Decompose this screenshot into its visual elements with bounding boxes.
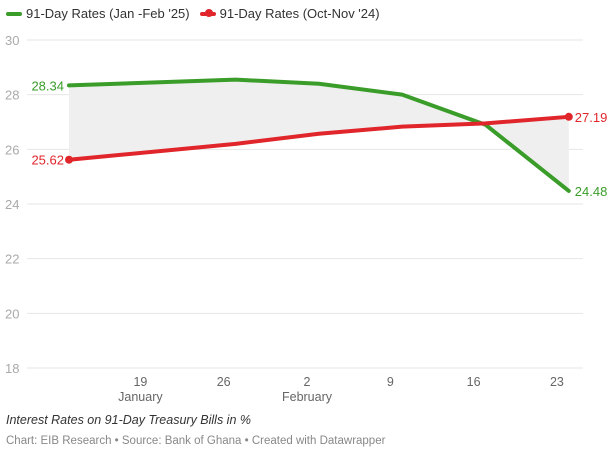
- first-value-label: 25.62: [31, 153, 64, 168]
- chart-credit: Chart: EIB Research • Source: Bank of Gh…: [6, 435, 386, 447]
- y-tick-label: 18: [5, 361, 19, 376]
- range-area: [69, 79, 569, 191]
- last-value-label: 24.48: [575, 184, 608, 199]
- data-point: [65, 155, 73, 164]
- legend-swatch-red: [199, 9, 216, 17]
- y-tick-label: 28: [5, 88, 19, 103]
- x-tick-label: 9: [387, 375, 394, 389]
- y-tick-label: 22: [5, 252, 19, 267]
- x-tick-label: 2: [304, 375, 311, 389]
- x-tick-label: 26: [217, 375, 231, 389]
- legend-label: 91-Day Rates (Jan -Feb '25): [26, 6, 190, 21]
- x-tick-label: 19: [133, 375, 147, 389]
- x-tick-label: 23: [550, 375, 564, 389]
- first-value-label: 28.34: [31, 78, 64, 93]
- y-tick-label: 20: [5, 306, 19, 321]
- y-tick-label: 30: [5, 33, 19, 48]
- series-line-1: [67, 114, 571, 162]
- series-line-0: [67, 77, 571, 193]
- x-tick-sublabel: January: [118, 390, 163, 404]
- y-tick-label: 24: [5, 197, 19, 212]
- x-tick-label: 16: [467, 375, 481, 389]
- legend-item-oct-nov-24: 91-Day Rates (Oct-Nov '24): [199, 6, 380, 21]
- chart-notes: Interest Rates on 91-Day Treasury Bills …: [6, 413, 252, 427]
- x-tick-sublabel: February: [282, 390, 333, 404]
- legend-item-jan-feb-25: 91-Day Rates (Jan -Feb '25): [6, 6, 190, 21]
- last-value-label: 27.19: [575, 110, 608, 125]
- chart-legend: 91-Day Rates (Jan -Feb '25) 91-Day Rates…: [6, 6, 380, 21]
- legend-label: 91-Day Rates (Oct-Nov '24): [219, 6, 380, 21]
- y-tick-label: 26: [5, 142, 19, 157]
- legend-swatch-green: [6, 11, 22, 16]
- data-point: [564, 112, 573, 121]
